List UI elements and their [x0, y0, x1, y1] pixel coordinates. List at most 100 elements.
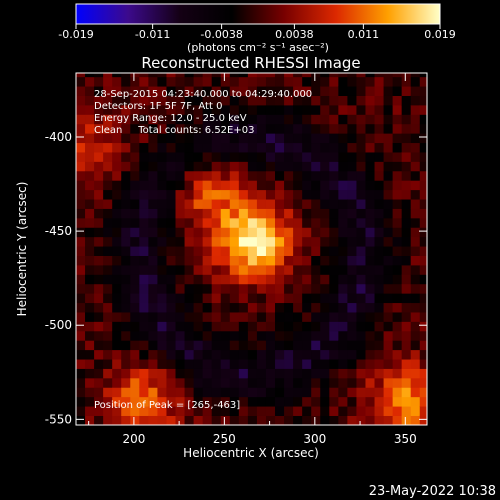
heatmap-cell [365, 86, 375, 96]
heatmap-cell [284, 73, 294, 78]
heatmap-cell [392, 86, 403, 96]
heatmap-cell [275, 340, 285, 351]
heatmap-cell [410, 161, 421, 172]
heatmap-cell [374, 86, 384, 96]
heatmap-cell [302, 114, 312, 125]
heatmap-cell [302, 255, 312, 266]
heatmap-cell [365, 170, 375, 181]
heatmap-cell [175, 180, 185, 191]
colorbar-units: (photons cm⁻² s⁻¹ asec⁻²) [187, 41, 329, 54]
heatmap-cell [211, 274, 222, 285]
heatmap-cell [356, 274, 366, 285]
heatmap-cell [256, 283, 267, 294]
heatmap-cell [338, 161, 348, 172]
heatmap-cell [275, 208, 285, 219]
heatmap-cell [356, 330, 366, 341]
heatmap-cell [193, 359, 204, 369]
heatmap-cell [311, 406, 321, 416]
heatmap-cell [202, 133, 213, 144]
heatmap-cell [139, 302, 149, 313]
heatmap-cell [157, 274, 167, 285]
heatmap-cell [347, 387, 357, 398]
heatmap-cell [329, 114, 339, 125]
heatmap-cell [329, 76, 339, 87]
heatmap-cell [76, 387, 86, 398]
heatmap-cell [401, 170, 412, 181]
heatmap-cell [94, 114, 104, 125]
heatmap-cell [311, 86, 321, 96]
heatmap-cell [401, 199, 412, 209]
heatmap-cell [175, 73, 185, 78]
heatmap-cell [419, 377, 427, 388]
heatmap-cell [130, 227, 140, 238]
heatmap-cell [374, 302, 384, 313]
heatmap-cell [256, 293, 267, 304]
heatmap-cell [338, 217, 348, 228]
heatmap-cell [139, 396, 149, 407]
heatmap-cell [175, 359, 185, 369]
heatmap-cell [293, 349, 303, 360]
heatmap-cell [247, 283, 258, 294]
heatmap-cell [401, 73, 412, 78]
heatmap-cell [175, 274, 185, 285]
heatmap-cell [365, 321, 375, 332]
heatmap-cell [311, 274, 321, 285]
heatmap-cell [166, 293, 176, 304]
heatmap-cell [284, 170, 294, 181]
heatmap-cell [275, 406, 285, 416]
heatmap-cell [202, 123, 213, 134]
heatmap-cell [112, 73, 122, 78]
heatmap-cell [374, 105, 384, 115]
heatmap-cell [320, 368, 330, 379]
heatmap-cell [275, 236, 285, 247]
heatmap-cell [275, 199, 285, 209]
heatmap-cell [284, 227, 294, 238]
heatmap-cell [338, 255, 348, 266]
heatmap-cell [392, 73, 403, 78]
heatmap-cell [94, 217, 104, 228]
heatmap-cell [112, 246, 122, 256]
heatmap-cell [157, 246, 167, 256]
heatmap-cell [211, 86, 222, 96]
heatmap-cell [139, 133, 149, 144]
heatmap-cell [175, 387, 185, 398]
heatmap-cell [139, 293, 149, 304]
heatmap-cell [293, 293, 303, 304]
heatmap-cell [383, 236, 394, 247]
heatmap-cell [211, 227, 222, 238]
heatmap-cell [383, 227, 394, 238]
heatmap-cell [229, 105, 240, 115]
heatmap-cell [329, 180, 339, 191]
heatmap-cell [247, 217, 258, 228]
heatmap-cell [247, 396, 258, 407]
heatmap-cell [374, 321, 384, 332]
heatmap-cell [94, 180, 104, 191]
heatmap-cell [220, 133, 231, 144]
heatmap-cell [103, 396, 113, 407]
heatmap-cell [130, 283, 140, 294]
heatmap-cell [130, 123, 140, 134]
heatmap-cell [76, 312, 86, 322]
heatmap-cell [157, 105, 167, 115]
heatmap-cell [265, 387, 276, 398]
heatmap-cell [112, 406, 122, 416]
heatmap-cell [347, 330, 357, 341]
heatmap-cell [184, 302, 195, 313]
heatmap-cell [184, 227, 195, 238]
heatmap-cell [383, 406, 394, 416]
heatmap-cell [193, 330, 204, 341]
heatmap-cell [184, 142, 195, 153]
heatmap-cell [320, 340, 330, 351]
heatmap-cell [419, 123, 427, 134]
heatmap-cell [94, 95, 104, 106]
heatmap-cell [302, 312, 312, 322]
heatmap-cell [383, 387, 394, 398]
heatmap-cell [383, 217, 394, 228]
heatmap-cell [148, 208, 158, 219]
heatmap-cell [193, 217, 204, 228]
heatmap-cell [256, 359, 267, 369]
heatmap-cell [130, 180, 140, 191]
heatmap-cell [356, 396, 366, 407]
heatmap-cell [365, 95, 375, 106]
heatmap-cell [175, 161, 185, 172]
